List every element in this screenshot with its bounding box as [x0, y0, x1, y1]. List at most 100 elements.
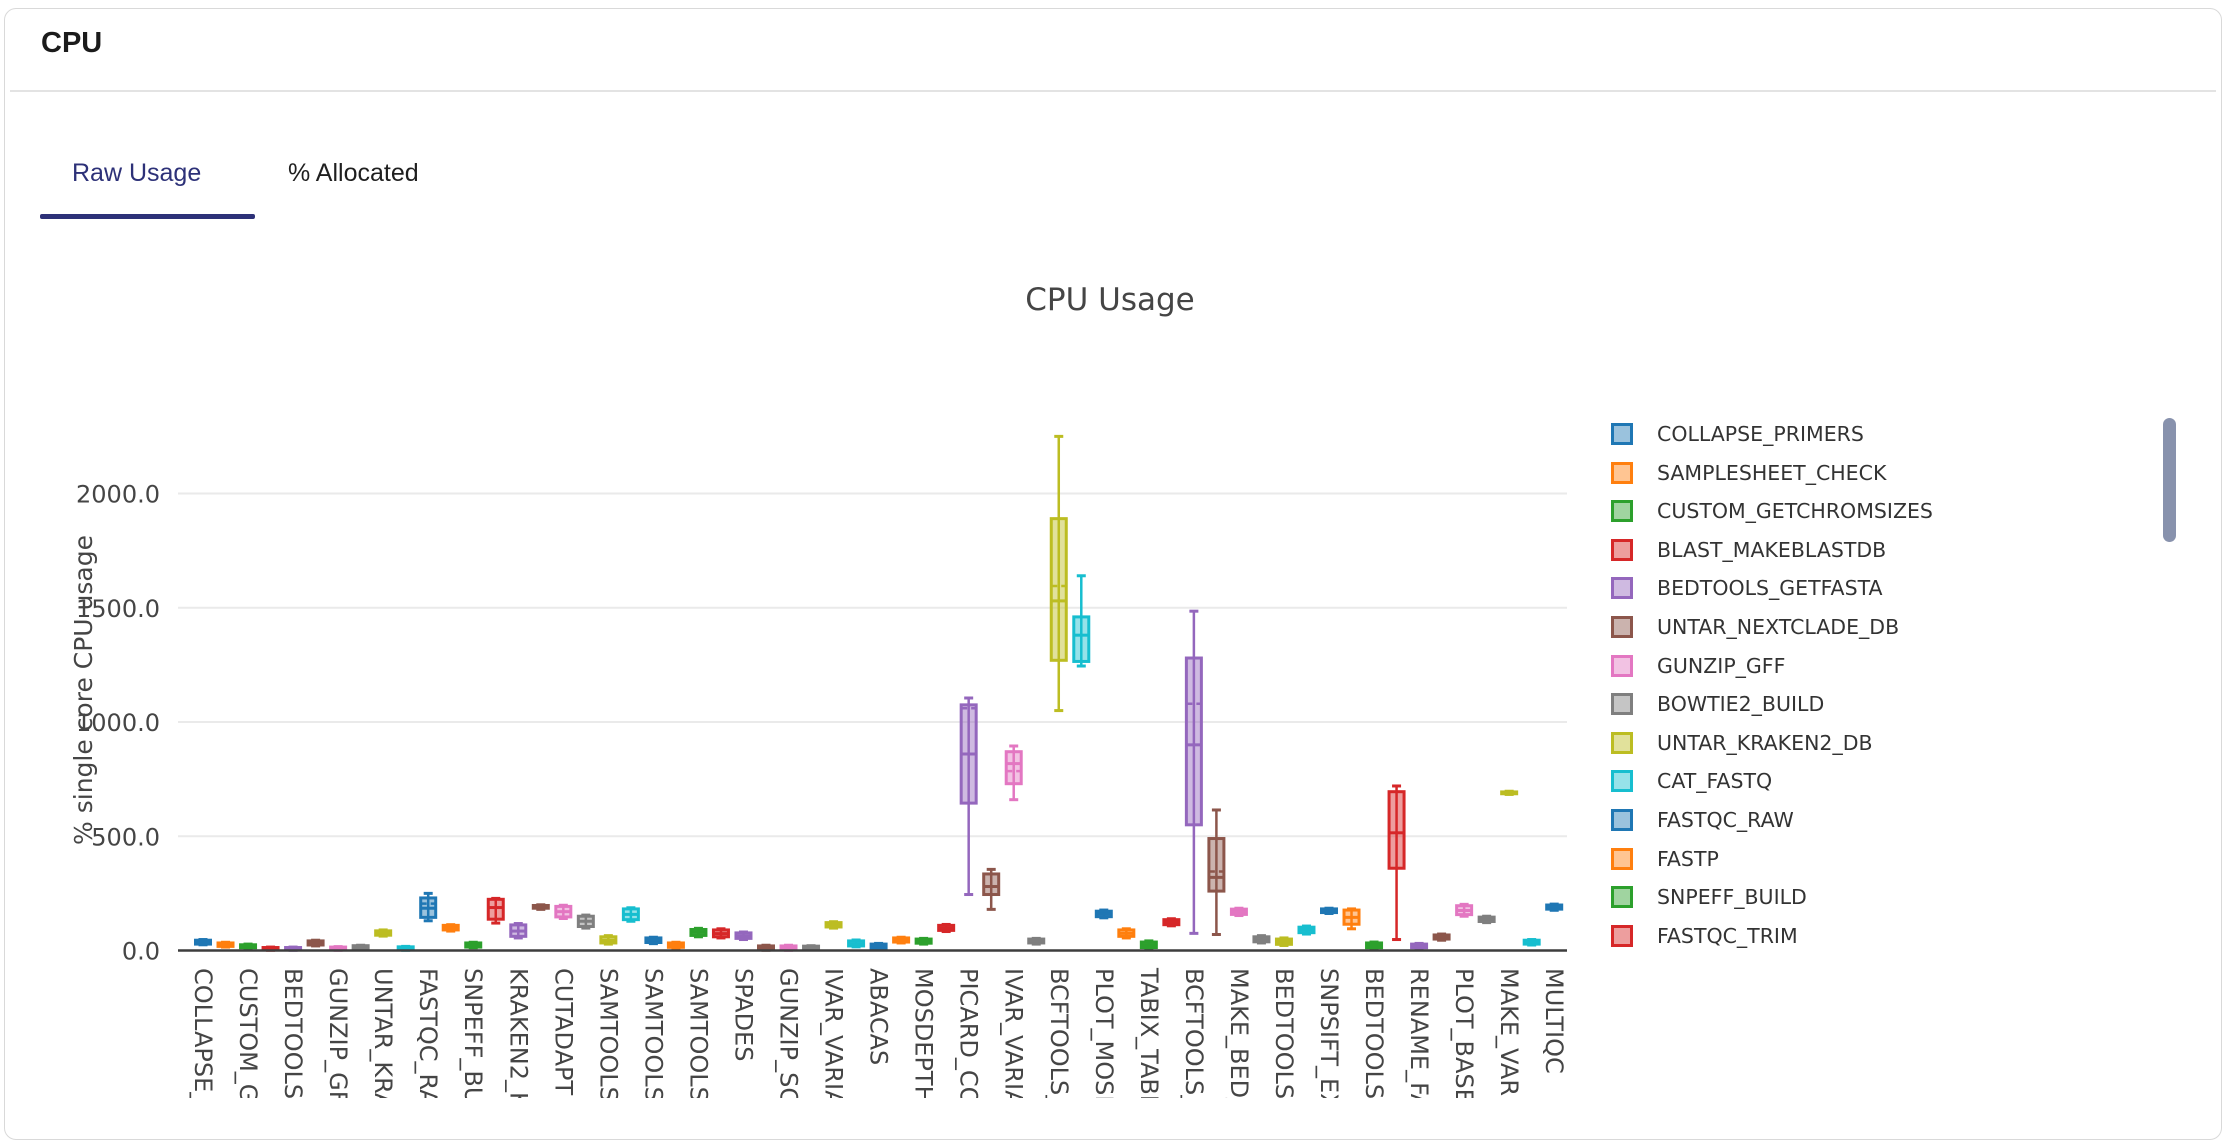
legend-item[interactable]: BEDTOOLS_GETFASTA	[1611, 574, 1883, 602]
box-plot[interactable]	[351, 943, 370, 952]
legend-scrollbar-thumb[interactable]	[2163, 418, 2176, 542]
box-plot[interactable]	[1455, 902, 1474, 918]
tab-raw-usage[interactable]: Raw Usage	[72, 159, 202, 187]
box-plot[interactable]	[1365, 940, 1384, 951]
box-plot[interactable]	[464, 940, 483, 950]
box-plot[interactable]	[982, 867, 1001, 911]
box-plot[interactable]	[216, 940, 235, 949]
x-tick-label: TABIX_TABI	[1135, 967, 1163, 1102]
box-plot[interactable]	[1049, 434, 1068, 713]
box-plot[interactable]	[802, 944, 821, 952]
legend-item[interactable]: GUNZIP_GFF	[1611, 652, 1785, 680]
box-plot[interactable]	[1027, 936, 1046, 946]
box-plot[interactable]	[869, 941, 888, 951]
active-tab-underline	[40, 214, 255, 219]
box-plot[interactable]	[1094, 908, 1113, 920]
x-tick-label: KRAKEN2_K	[504, 968, 532, 1109]
legend-item[interactable]: FASTQC_RAW	[1611, 806, 1794, 834]
box-plot[interactable]	[554, 903, 573, 921]
tab-percent-allocated[interactable]: % Allocated	[288, 159, 419, 187]
box-plot[interactable]	[711, 927, 730, 940]
x-tick-label: MAKE_VARI	[1495, 968, 1523, 1103]
box-plot[interactable]	[824, 920, 843, 930]
box-plot[interactable]	[419, 891, 438, 923]
box-plot[interactable]	[1500, 789, 1519, 796]
legend-swatch-icon	[1611, 770, 1633, 793]
x-tick-label: GUNZIP_SC	[775, 968, 803, 1104]
legend-swatch-icon	[1611, 423, 1633, 445]
x-tick-label: SNPEFF_BU	[459, 968, 487, 1104]
box-plot[interactable]	[1320, 906, 1338, 915]
x-tick-labels: COLLAPSE_P CUSTOM_GE BEDTOOLS_ GUNZIP_GF UNT…	[189, 967, 1568, 1109]
box-plot[interactable]	[734, 930, 753, 942]
box-plot[interactable]	[441, 923, 460, 933]
box-plot[interactable]	[576, 913, 595, 930]
box-plot[interactable]	[1117, 927, 1136, 940]
box-plot[interactable]	[1162, 917, 1181, 928]
box-plot[interactable]	[1274, 936, 1293, 947]
box-plot[interactable]	[689, 926, 708, 939]
box-plot[interactable]	[1207, 808, 1226, 937]
box-plot[interactable]	[486, 896, 505, 925]
box-plot[interactable]	[959, 696, 978, 897]
box-plot[interactable]	[1410, 941, 1429, 951]
legend-label: FASTQC_TRIM	[1657, 923, 1798, 948]
box-plot[interactable]	[1184, 609, 1203, 935]
legend-item[interactable]: BOWTIE2_BUILD	[1611, 690, 1824, 718]
box-plot[interactable]	[1545, 902, 1564, 912]
legend-swatch-icon	[1611, 538, 1633, 561]
box-plot[interactable]	[509, 922, 528, 940]
legend-label: BLAST_MAKEBLASTDB	[1657, 537, 1887, 562]
box-plot[interactable]	[1522, 938, 1541, 947]
box-plot[interactable]	[644, 935, 663, 946]
box-plot[interactable]	[1342, 907, 1361, 931]
legend-item[interactable]: SNPEFF_BUILD	[1611, 883, 1807, 911]
box-plot[interactable]	[914, 936, 933, 946]
box-plot[interactable]	[1387, 784, 1406, 942]
box-plot[interactable]	[1297, 924, 1316, 936]
box-plot[interactable]	[239, 942, 258, 951]
box-plot[interactable]	[194, 938, 212, 947]
card-divider	[10, 90, 2216, 92]
legend-item[interactable]: CUSTOM_GETCHROMSIZES	[1611, 497, 1933, 525]
legend-item[interactable]: COLLAPSE_PRIMERS	[1611, 420, 1864, 448]
legend-label: SNPEFF_BUILD	[1657, 885, 1807, 910]
box-plot[interactable]	[847, 938, 866, 949]
legend-item[interactable]: BLAST_MAKEBLASTDB	[1611, 536, 1886, 564]
box-plot[interactable]	[1139, 939, 1158, 951]
box-plot[interactable]	[374, 928, 393, 938]
box-plot[interactable]	[892, 935, 911, 945]
legend-swatch-icon	[1611, 500, 1633, 523]
legend-item[interactable]: CAT_FASTQ	[1611, 767, 1772, 795]
legend-item[interactable]: UNTAR_NEXTCLADE_DB	[1611, 613, 1899, 641]
legend-swatch-icon	[1611, 924, 1633, 947]
legend-swatch-icon	[1611, 809, 1633, 831]
y-tick-label: 500.0	[91, 823, 160, 851]
box-plot[interactable]	[1252, 934, 1271, 945]
legend-item[interactable]: UNTAR_KRAKEN2_DB	[1611, 729, 1873, 757]
chart-title: CPU Usage	[1025, 282, 1194, 318]
y-axis-label: % single core CPU usage	[69, 535, 98, 845]
box-plot[interactable]	[1432, 932, 1451, 942]
box-plot[interactable]	[306, 938, 325, 948]
box-plot[interactable]	[1072, 574, 1091, 668]
box-plot[interactable]	[531, 903, 550, 911]
box-plot[interactable]	[599, 934, 618, 946]
box-plot[interactable]	[621, 906, 640, 923]
box-plot[interactable]	[1004, 744, 1023, 802]
legend-item[interactable]: FASTQC_TRIM	[1611, 922, 1798, 950]
legend-swatch-icon	[1611, 577, 1633, 600]
legend-item[interactable]: FASTP	[1611, 845, 1719, 873]
legend-item[interactable]: SAMPLESHEET_CHECK	[1611, 459, 1886, 487]
legend-label: BOWTIE2_BUILD	[1657, 692, 1825, 717]
legend-label: CAT_FASTQ	[1657, 769, 1773, 794]
legend-swatch-icon	[1611, 731, 1633, 754]
legend-label: COLLAPSE_PRIMERS	[1657, 422, 1864, 446]
box-plot[interactable]	[937, 922, 956, 934]
box-plot[interactable]	[1229, 906, 1248, 918]
box-plot[interactable]	[1477, 914, 1496, 925]
x-tick-label: CUTADAPT	[549, 968, 577, 1095]
box-plot[interactable]	[666, 940, 685, 950]
